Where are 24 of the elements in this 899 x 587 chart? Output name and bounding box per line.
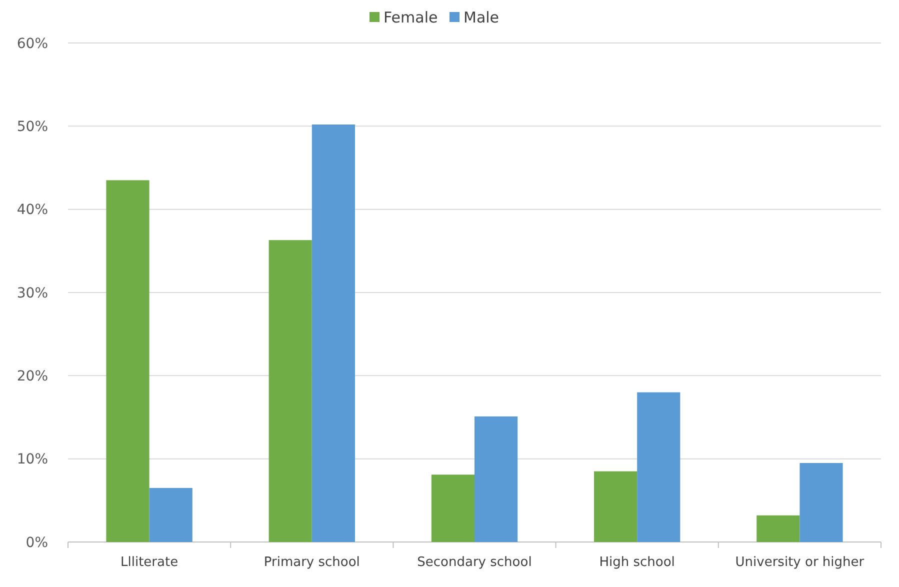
legend-label: Female bbox=[384, 8, 438, 26]
x-tick-label: University or higher bbox=[735, 555, 865, 570]
x-tick-label: Primary school bbox=[264, 555, 360, 570]
bar bbox=[474, 416, 518, 542]
bar bbox=[756, 515, 800, 542]
bar bbox=[800, 462, 843, 542]
x-tick-label: Secondary school bbox=[417, 555, 532, 570]
y-tick-label: 50% bbox=[16, 119, 48, 136]
bar bbox=[149, 488, 192, 542]
y-tick-label: 40% bbox=[16, 202, 48, 218]
bar bbox=[106, 180, 150, 542]
bar bbox=[431, 474, 474, 542]
y-tick-label: 0% bbox=[26, 534, 48, 551]
bar bbox=[637, 392, 680, 542]
x-tick-label: Llliterate bbox=[120, 555, 178, 570]
y-tick-label: 10% bbox=[16, 452, 48, 468]
y-tick-label: 30% bbox=[16, 285, 48, 302]
y-tick-label: 20% bbox=[16, 368, 48, 385]
bar bbox=[268, 240, 312, 542]
x-tick-label: High school bbox=[599, 555, 675, 570]
y-tick-label: 60% bbox=[16, 36, 48, 52]
bar bbox=[594, 471, 638, 542]
bar bbox=[312, 124, 355, 542]
legend-label: Male bbox=[464, 8, 500, 26]
